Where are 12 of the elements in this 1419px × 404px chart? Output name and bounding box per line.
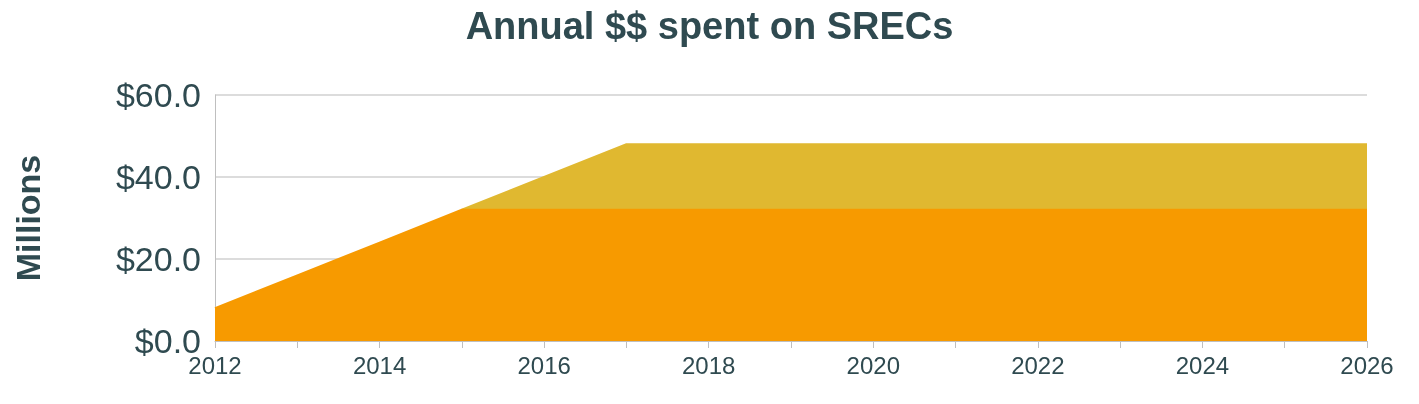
y-tick-label: $40.0: [115, 158, 201, 196]
y-tick-label: $20.0: [115, 240, 201, 278]
x-tick-label: 2022: [1011, 351, 1065, 379]
y-axis-title: Millions: [9, 154, 47, 282]
chart-title: Annual $$ spent on SRECs: [465, 5, 954, 47]
x-tick-label: 2018: [682, 351, 736, 379]
x-tick-label: 2014: [352, 351, 407, 379]
x-tick-label: 2020: [846, 351, 900, 379]
x-tick-label: 2024: [1175, 351, 1230, 379]
x-tick-label: 2016: [517, 351, 571, 379]
x-tick-label: 2026: [1340, 351, 1394, 379]
y-tick-label: $60.0: [115, 76, 201, 114]
